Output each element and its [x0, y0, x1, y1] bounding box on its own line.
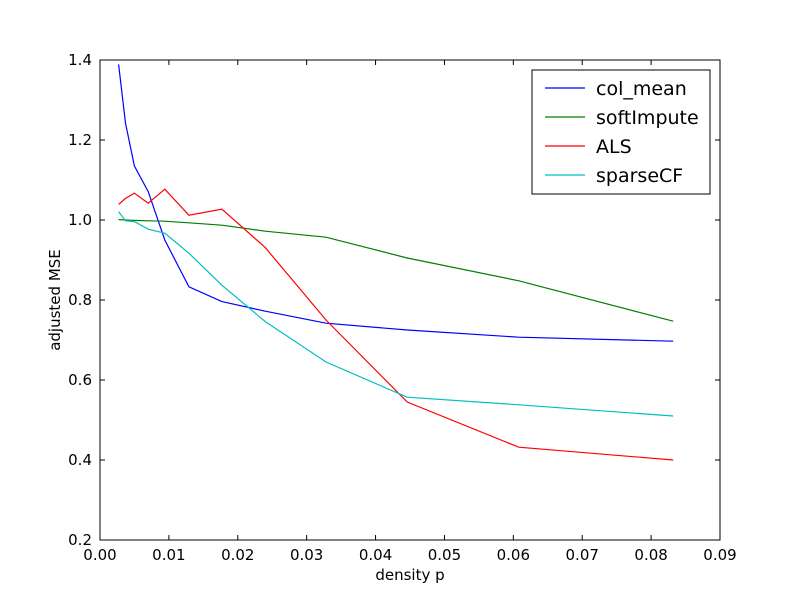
x-tick-label: 0.00	[83, 546, 116, 564]
y-tick-label: 1.4	[68, 51, 92, 69]
x-tick-label: 0.04	[359, 546, 392, 564]
y-tick-label: 0.6	[68, 371, 92, 389]
y-tick-label: 1.2	[68, 131, 92, 149]
legend-label: softImpute	[596, 107, 699, 129]
y-tick-label: 1.0	[68, 211, 92, 229]
y-tick-label: 0.4	[68, 451, 92, 469]
x-tick-label: 0.03	[290, 546, 323, 564]
legend-box	[531, 69, 711, 195]
plot-frame	[99, 59, 721, 541]
x-tick-label: 0.02	[221, 546, 254, 564]
x-tick-label: 0.05	[428, 546, 461, 564]
x-tick-label: 0.01	[152, 546, 185, 564]
x-tick-label: 0.06	[497, 546, 530, 564]
series-line-ALS	[118, 188, 674, 461]
x-axis-label: density p	[375, 566, 444, 584]
legend-label: sparseCF	[596, 165, 683, 187]
legend-label: ALS	[596, 136, 632, 158]
series-line-col_mean	[118, 64, 674, 342]
series-line-softImpute	[118, 219, 674, 322]
x-tick-label: 0.07	[566, 546, 599, 564]
y-tick-label: 0.2	[68, 531, 92, 549]
series-line-sparseCF	[118, 211, 674, 417]
legend: col_mean softImpute ALS sparseCF	[531, 69, 711, 195]
x-tick-label: 0.08	[634, 546, 667, 564]
y-tick-label: 0.8	[68, 291, 92, 309]
legend-label: col_mean	[596, 78, 687, 100]
x-tick-label: 0.09	[703, 546, 736, 564]
y-axis-label: adjusted MSE	[46, 249, 64, 351]
